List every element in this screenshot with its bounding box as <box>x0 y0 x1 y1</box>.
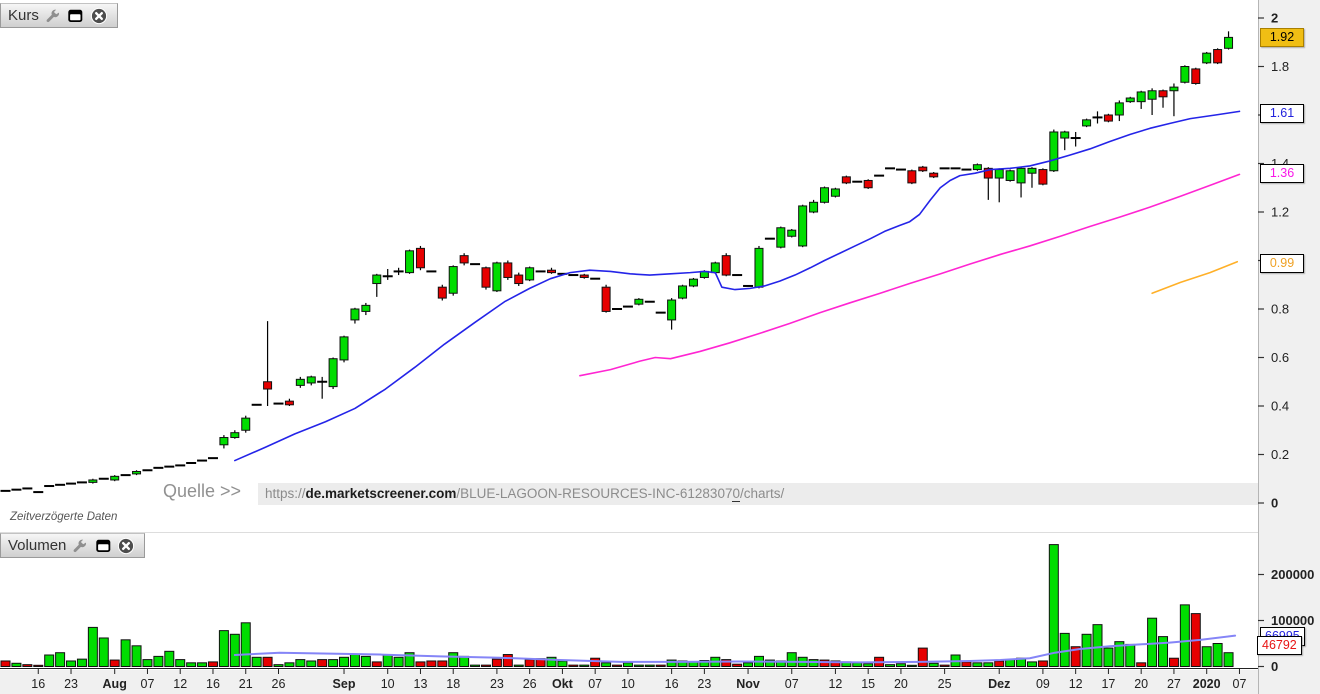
url-path-tail: /charts/ <box>739 486 785 501</box>
delayed-data-note: Zeitverzögerte Daten <box>10 511 118 523</box>
svg-text:Nov: Nov <box>736 677 760 691</box>
svg-text:26: 26 <box>523 677 537 691</box>
svg-text:13: 13 <box>414 677 428 691</box>
svg-text:2020: 2020 <box>1193 677 1221 691</box>
url-cursor-char: 0 <box>732 486 740 502</box>
volume-panel-header: Volumen <box>0 533 146 558</box>
svg-text:Sep: Sep <box>333 677 356 691</box>
svg-text:0.8: 0.8 <box>1271 302 1289 317</box>
price-panel-header: Kurs <box>0 3 118 28</box>
svg-text:23: 23 <box>64 677 78 691</box>
svg-text:12: 12 <box>1069 677 1083 691</box>
svg-text:0.2: 0.2 <box>1271 447 1289 462</box>
last-price-badge: 1.92 <box>1260 28 1304 48</box>
svg-text:0.4: 0.4 <box>1271 399 1289 414</box>
volume-close-icon[interactable] <box>117 537 135 555</box>
svg-text:20: 20 <box>894 677 908 691</box>
ma-long-price-badge: 0.99 <box>1260 253 1304 273</box>
svg-text:25: 25 <box>938 677 952 691</box>
svg-text:Okt: Okt <box>552 677 574 691</box>
svg-text:16: 16 <box>665 677 679 691</box>
last-volume-badge: 46792 <box>1257 635 1302 655</box>
svg-text:16: 16 <box>31 677 45 691</box>
svg-text:07: 07 <box>1233 677 1247 691</box>
svg-text:23: 23 <box>697 677 711 691</box>
ma-short-price-badge: 1.61 <box>1260 103 1304 123</box>
svg-text:17: 17 <box>1101 677 1115 691</box>
svg-text:21: 21 <box>239 677 253 691</box>
volume-panel-title: Volumen <box>8 537 67 554</box>
svg-text:27: 27 <box>1167 677 1181 691</box>
url-prefix: https:// <box>265 486 306 501</box>
price-settings-wrench-icon[interactable] <box>44 7 62 25</box>
price-panel-title: Kurs <box>8 7 39 24</box>
url-bar[interactable]: https://de.marketscreener.com/BLUE-LAGOO… <box>258 483 1258 505</box>
svg-text:1.8: 1.8 <box>1271 59 1289 74</box>
svg-text:100000: 100000 <box>1271 613 1314 628</box>
svg-text:20: 20 <box>1134 677 1148 691</box>
svg-text:15: 15 <box>861 677 875 691</box>
ma-mid-price-badge: 1.36 <box>1260 164 1304 184</box>
svg-text:10: 10 <box>381 677 395 691</box>
svg-text:26: 26 <box>272 677 286 691</box>
svg-text:2: 2 <box>1271 11 1278 26</box>
svg-text:0: 0 <box>1271 496 1278 511</box>
svg-text:1.2: 1.2 <box>1271 205 1289 220</box>
svg-text:23: 23 <box>490 677 504 691</box>
svg-text:200000: 200000 <box>1271 567 1314 582</box>
svg-text:Dez: Dez <box>988 677 1010 691</box>
svg-text:07: 07 <box>588 677 602 691</box>
price-window-icon[interactable] <box>67 7 85 25</box>
svg-text:18: 18 <box>446 677 460 691</box>
source-label: Quelle >> <box>163 481 242 501</box>
svg-text:Aug: Aug <box>103 677 127 691</box>
svg-text:12: 12 <box>173 677 187 691</box>
svg-text:10: 10 <box>621 677 635 691</box>
svg-text:07: 07 <box>785 677 799 691</box>
url-domain: de.marketscreener.com <box>305 486 457 501</box>
price-close-icon[interactable] <box>90 7 108 25</box>
svg-text:0.6: 0.6 <box>1271 350 1289 365</box>
svg-text:16: 16 <box>206 677 220 691</box>
svg-text:0: 0 <box>1271 659 1278 674</box>
url-path: /BLUE-LAGOON-RESOURCES-INC-6128307 <box>456 486 733 501</box>
volume-settings-wrench-icon[interactable] <box>71 537 89 555</box>
svg-text:09: 09 <box>1036 677 1050 691</box>
svg-text:07: 07 <box>141 677 155 691</box>
volume-window-icon[interactable] <box>94 537 112 555</box>
svg-text:12: 12 <box>828 677 842 691</box>
